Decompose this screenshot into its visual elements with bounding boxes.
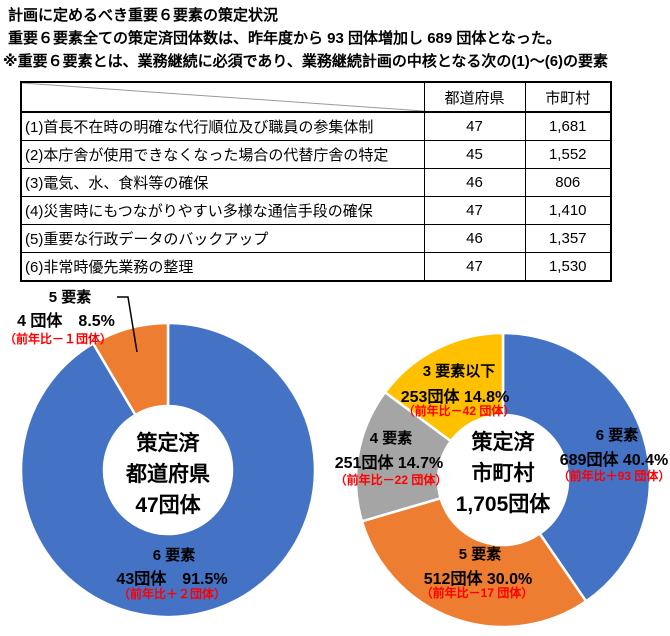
- row-label: (4)災害時にもつながりやすい多様な通信手段の確保: [20, 196, 425, 225]
- donut-slice: [19, 321, 317, 619]
- page-title: 計画に定めるべき重要６要素の策定状況: [8, 7, 279, 24]
- center-line: 市町村: [471, 462, 535, 485]
- summary-line: 重要６要素全ての策定済団体数は、昨年度から 93 団体増加し 689 団体となっ…: [8, 30, 561, 47]
- muni-blue-yoy: （前年比＋93 団体）: [557, 469, 670, 483]
- pref-donut-center: 策定済 都道府県 47団体: [126, 428, 210, 521]
- pref-value: 47: [423, 111, 526, 141]
- header-empty-cell: [20, 81, 425, 113]
- table-row: (2)本庁舎が使用できなくなった場合の代替庁舎の特定 45 1,552: [20, 140, 612, 169]
- leader-line: [117, 296, 138, 353]
- center-line: 策定済: [136, 432, 200, 455]
- donut-charts-svg: [19, 296, 652, 629]
- muni-gray-count: 251団体 14.7%: [334, 455, 444, 472]
- muni-value: 806: [524, 168, 612, 197]
- muni-value: 1,681: [524, 111, 612, 141]
- table-row: (1)首長不在時の明確な代行順位及び職員の参集体制 47 1,681: [20, 111, 612, 141]
- header-prefectures: 都道府県: [423, 81, 526, 113]
- pref-blue-name: 6 要素: [152, 547, 196, 564]
- pref-value: 46: [423, 168, 526, 197]
- muni-value: 1,530: [524, 252, 612, 282]
- donut-slice: [501, 331, 652, 604]
- pref-orange-count: 4 団体 8.5%: [17, 313, 115, 330]
- center-line: 1,705団体: [455, 493, 551, 516]
- table-row: (3)電気、水、食料等の確保 46 806: [20, 168, 612, 197]
- pref-value: 45: [423, 140, 526, 169]
- muni-yellow-count: 253団体 14.8%: [400, 389, 510, 406]
- donut-slice: [360, 496, 588, 629]
- muni-value: 1,552: [524, 140, 612, 169]
- table-row: (5)重要な行政データのバックアップ 46 1,357: [20, 224, 612, 253]
- table-header-row: 都道府県 市町村: [20, 81, 612, 113]
- six-elements-table: 都道府県 市町村 (1)首長不在時の明確な代行順位及び職員の参集体制 47 1,…: [20, 81, 612, 282]
- row-label: (6)非常時優先業務の整理: [20, 252, 425, 282]
- pref-blue-yoy: （前年比＋２団体）: [117, 587, 227, 601]
- donut-slice: [91, 321, 170, 417]
- table-row: (4)災害時にもつながりやすい多様な通信手段の確保 47 1,410: [20, 196, 612, 225]
- donut-slice: [383, 331, 505, 443]
- muni-value: 1,357: [524, 224, 612, 253]
- diagonal-line: [22, 83, 424, 111]
- muni-orange-yoy: （前年比－17 団体）: [420, 586, 534, 600]
- header-municipalities: 市町村: [524, 81, 612, 113]
- muni-value: 1,410: [524, 196, 612, 225]
- muni-orange-count: 512団体 30.0%: [423, 571, 533, 588]
- muni-blue-name: 6 要素: [595, 427, 639, 444]
- row-label: (1)首長不在時の明確な代行順位及び職員の参集体制: [20, 111, 425, 141]
- prefecture-donut: [19, 321, 317, 619]
- row-label: (3)電気、水、食料等の確保: [20, 168, 425, 197]
- pref-value: 46: [423, 224, 526, 253]
- pref-value: 47: [423, 252, 526, 282]
- pref-blue-count: 43団体 91.5%: [116, 571, 228, 588]
- pref-orange-yoy: （前年比－１団体）: [3, 332, 113, 346]
- row-label: (2)本庁舎が使用できなくなった場合の代替庁舎の特定: [20, 140, 425, 169]
- muni-yellow-yoy: （前年比－42 団体）: [402, 404, 516, 418]
- municipality-donut: [354, 331, 652, 629]
- table-row: (6)非常時優先業務の整理 47 1,530: [20, 252, 612, 282]
- title-block: 計画に定めるべき重要６要素の策定状況 重要６要素全ての策定済団体数は、昨年度から…: [3, 4, 608, 73]
- muni-gray-yoy: （前年比－22 団体）: [334, 473, 448, 487]
- muni-donut-center: 策定済 市町村 1,705団体: [456, 427, 551, 520]
- center-line: 都道府県: [126, 463, 210, 486]
- muni-blue-count: 689団体 40.4%: [559, 452, 669, 469]
- footnote-line: ※重要６要素とは、業務継続に必須であり、業務継続計画の中核となる次の(1)～(6…: [3, 53, 609, 70]
- muni-gray-name: 4 要素: [369, 430, 413, 447]
- muni-yellow-name: 3 要素以下: [422, 363, 496, 380]
- muni-orange-name: 5 要素: [458, 546, 502, 563]
- row-label: (5)重要な行政データのバックアップ: [20, 224, 425, 253]
- center-line: 策定済: [471, 431, 535, 454]
- center-line: 47団体: [135, 494, 201, 517]
- pref-orange-name: 5 要素: [48, 289, 92, 306]
- pref-value: 47: [423, 196, 526, 225]
